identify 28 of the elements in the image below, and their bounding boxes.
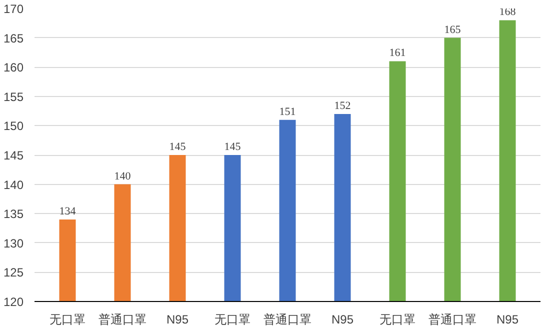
y-tick-label: 150 [3, 119, 24, 134]
x-tick-label: 普通口罩 [428, 312, 476, 326]
x-tick-label: N95 [496, 312, 519, 326]
y-tick-label: 160 [3, 60, 24, 75]
y-tick-label: 155 [3, 90, 24, 104]
y-tick-label: 145 [3, 148, 24, 162]
data-label: 140 [114, 170, 132, 182]
y-tick-label: 125 [3, 266, 24, 280]
y-tick-label: 165 [3, 31, 24, 46]
x-tick-label: 无口罩 [50, 312, 86, 326]
x-tick-label: N95 [331, 312, 354, 326]
data-label: 161 [389, 47, 406, 60]
y-tick-label: 140 [3, 178, 24, 192]
y-tick-label: 130 [3, 236, 24, 250]
x-tick-label: 无口罩 [214, 312, 250, 326]
data-label: 145 [169, 141, 186, 153]
y-tick-label: 120 [3, 295, 24, 309]
data-label: 145 [224, 141, 242, 153]
data-label: 152 [334, 100, 351, 112]
data-label: 165 [444, 24, 462, 36]
y-tick-label: 170 [3, 2, 24, 16]
x-tick-label: 普通口罩 [264, 312, 312, 326]
data-label: 151 [279, 106, 296, 118]
x-tick-label: 普通口罩 [98, 312, 146, 326]
y-tick-label: 135 [3, 207, 24, 222]
x-tick-label: 无口罩 [380, 312, 416, 326]
x-tick-label: N95 [166, 312, 189, 326]
data-label: 134 [59, 205, 76, 218]
